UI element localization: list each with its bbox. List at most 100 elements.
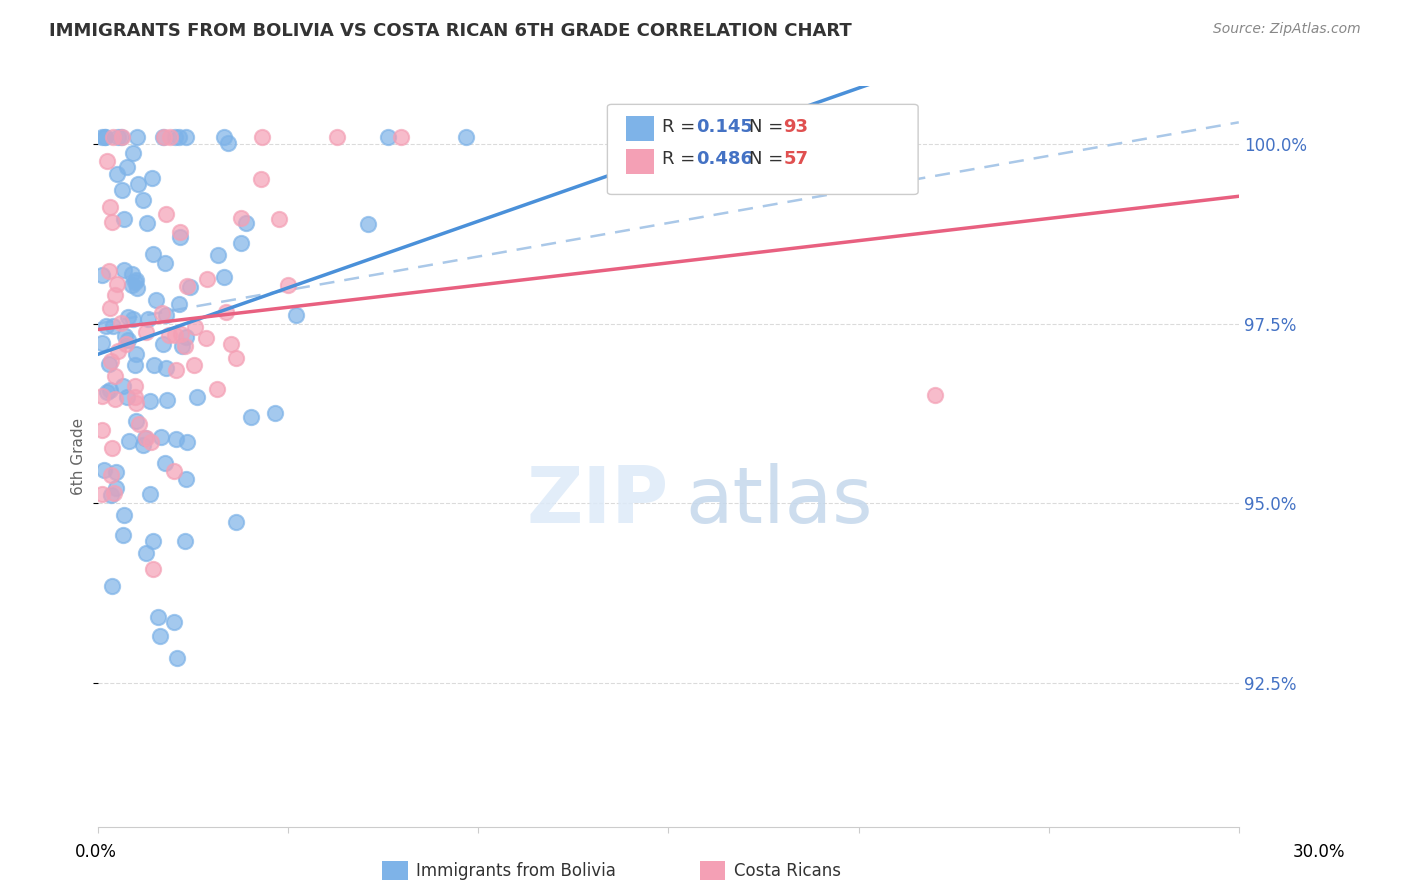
Point xyxy=(235,216,257,230)
Point xyxy=(176,279,198,293)
Point xyxy=(124,275,146,289)
Point xyxy=(117,333,139,347)
Point xyxy=(124,358,146,372)
Point xyxy=(90,487,112,501)
Point xyxy=(186,390,208,404)
Point xyxy=(250,129,273,144)
Point xyxy=(96,384,118,399)
Point xyxy=(90,129,112,144)
Point xyxy=(145,293,167,307)
Point xyxy=(165,432,187,446)
Point xyxy=(100,488,122,502)
Point xyxy=(225,351,247,365)
Point xyxy=(112,212,135,227)
Point xyxy=(155,360,177,375)
Point xyxy=(117,310,139,324)
Point xyxy=(90,335,112,350)
Point xyxy=(112,262,135,277)
Text: 30.0%: 30.0% xyxy=(1292,843,1346,861)
Text: Source: ZipAtlas.com: Source: ZipAtlas.com xyxy=(1213,22,1361,37)
Point xyxy=(169,229,191,244)
Point xyxy=(389,129,412,144)
Point xyxy=(127,177,149,191)
Point xyxy=(101,441,124,455)
Point xyxy=(163,129,186,144)
Point xyxy=(111,379,134,393)
Point xyxy=(166,650,188,665)
Text: N =: N = xyxy=(749,150,789,168)
Point xyxy=(107,129,129,144)
Point xyxy=(93,463,115,477)
Point xyxy=(104,288,127,302)
Point xyxy=(165,363,187,377)
Text: atlas: atlas xyxy=(686,463,873,539)
Point xyxy=(132,438,155,452)
Point xyxy=(125,281,148,295)
Point xyxy=(156,392,179,407)
Text: 93: 93 xyxy=(783,118,808,136)
Point xyxy=(170,339,193,353)
Point xyxy=(111,183,134,197)
Point xyxy=(112,508,135,523)
Point xyxy=(104,369,127,384)
Point xyxy=(174,472,197,486)
Point xyxy=(139,486,162,500)
Point xyxy=(124,378,146,392)
Text: ZIP: ZIP xyxy=(526,463,668,539)
Point xyxy=(179,280,201,294)
Point xyxy=(142,358,165,372)
Point xyxy=(269,211,291,226)
Point xyxy=(93,129,115,144)
Point xyxy=(135,545,157,559)
Point xyxy=(924,388,946,402)
Point xyxy=(141,171,163,186)
Point xyxy=(125,396,148,410)
Point xyxy=(264,406,287,420)
Point xyxy=(169,326,191,341)
Point xyxy=(249,171,271,186)
Point xyxy=(132,193,155,207)
Point xyxy=(96,154,118,169)
Point xyxy=(139,394,162,409)
Point xyxy=(91,268,114,282)
Point xyxy=(197,271,219,285)
Point xyxy=(214,269,236,284)
Point xyxy=(163,615,186,629)
Point xyxy=(115,160,138,174)
Point xyxy=(115,336,138,351)
Point xyxy=(105,167,128,181)
Point xyxy=(153,456,176,470)
Point xyxy=(205,382,228,396)
Point xyxy=(212,129,235,144)
Text: R =: R = xyxy=(662,118,702,136)
Text: Immigrants from Bolivia: Immigrants from Bolivia xyxy=(416,862,616,880)
Point xyxy=(139,435,162,450)
Point xyxy=(134,431,156,445)
Point xyxy=(110,129,132,144)
Point xyxy=(125,346,148,360)
Point xyxy=(152,129,174,144)
Point xyxy=(184,320,207,334)
Point xyxy=(169,225,191,239)
Point xyxy=(101,129,124,144)
Point xyxy=(357,217,380,231)
Point xyxy=(104,465,127,479)
Point xyxy=(454,129,477,144)
Point xyxy=(176,434,198,449)
Point xyxy=(125,129,148,144)
Point xyxy=(98,383,121,397)
Point xyxy=(98,301,121,316)
Text: IMMIGRANTS FROM BOLIVIA VS COSTA RICAN 6TH GRADE CORRELATION CHART: IMMIGRANTS FROM BOLIVIA VS COSTA RICAN 6… xyxy=(49,22,852,40)
Point xyxy=(173,339,195,353)
Point xyxy=(121,312,143,326)
Point xyxy=(152,337,174,351)
Point xyxy=(118,434,141,448)
Point xyxy=(90,389,112,403)
Point xyxy=(103,485,125,500)
Point xyxy=(231,211,253,225)
Point xyxy=(98,357,121,371)
Point xyxy=(167,297,190,311)
Text: R =: R = xyxy=(662,150,702,168)
Point xyxy=(165,328,187,343)
Text: 57: 57 xyxy=(783,150,808,168)
